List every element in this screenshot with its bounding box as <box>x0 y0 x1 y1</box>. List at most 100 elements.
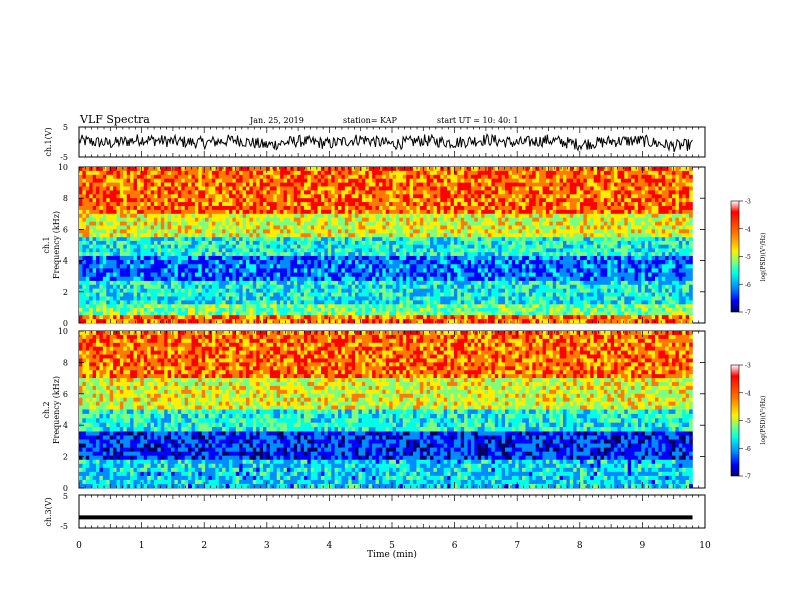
spec-cell <box>235 186 240 191</box>
spec-cell <box>246 260 250 265</box>
spec-cell <box>600 233 605 238</box>
spec-cell <box>559 182 564 187</box>
spec-cell <box>576 252 581 257</box>
spec-cell <box>678 221 683 226</box>
spec-cell <box>447 178 451 183</box>
spec-cell <box>153 194 158 199</box>
spec-cell <box>218 233 223 238</box>
spec-cell <box>113 225 117 230</box>
spec-cell <box>273 229 277 234</box>
spec-cell <box>269 229 274 234</box>
spec-cell <box>201 233 206 238</box>
spec-cell <box>79 268 83 273</box>
spec-cell <box>378 202 383 207</box>
spec-cell <box>123 221 128 226</box>
spec-cell <box>658 217 663 222</box>
spec-cell <box>256 260 260 265</box>
spec-cell <box>205 248 209 253</box>
spec-cell <box>136 174 141 179</box>
spec-cell <box>406 221 410 226</box>
spec-cell <box>426 248 431 253</box>
spec-cell <box>678 194 683 199</box>
spec-cell <box>188 167 192 172</box>
spec-cell <box>157 225 162 230</box>
spec-cell <box>668 170 673 176</box>
spec-cell <box>491 225 496 230</box>
spec-cell <box>303 206 308 211</box>
spec-cell <box>477 217 482 222</box>
spec-cell <box>487 170 492 176</box>
spec-cell <box>413 182 417 187</box>
spec-cell <box>99 264 104 269</box>
spec-cell <box>150 260 155 265</box>
spec-cell <box>447 255 451 261</box>
spec-cell <box>631 186 635 191</box>
spec-cell <box>413 186 417 191</box>
spec-cell <box>92 209 97 215</box>
spec-cell <box>167 206 172 211</box>
spec-cell <box>559 221 564 226</box>
spec-cell <box>96 252 100 257</box>
spec-cell <box>634 194 639 199</box>
spec-cell <box>501 213 506 218</box>
spec-cell <box>211 202 216 207</box>
spec-cell <box>392 198 397 203</box>
spec-cell <box>644 198 649 203</box>
spec-cell <box>440 240 444 245</box>
spec-cell <box>92 240 97 245</box>
spec-cell <box>317 264 322 269</box>
spec-cell <box>351 167 356 172</box>
spec-cell <box>293 244 298 249</box>
spec-cell <box>150 174 155 179</box>
spec-cell <box>678 237 683 242</box>
spec-cell <box>580 186 584 191</box>
spec-cell <box>433 186 438 191</box>
spec-cell <box>143 225 148 230</box>
spec-cell <box>672 209 676 215</box>
spec-cell <box>617 229 622 234</box>
spec-cell <box>191 182 196 187</box>
spec-cell <box>460 206 465 211</box>
spec-cell <box>358 221 363 226</box>
spec-cell <box>654 178 659 183</box>
spec-cell <box>79 213 83 218</box>
spec-cell <box>351 202 356 207</box>
spec-cell <box>365 170 369 176</box>
spec-cell <box>293 233 298 238</box>
spec-cell <box>665 237 669 242</box>
spec-cell <box>487 221 492 226</box>
spec-cell <box>300 190 305 195</box>
spec-cell <box>634 174 639 179</box>
spec-cell <box>467 255 472 261</box>
spec-cell <box>283 268 288 273</box>
spec-cell <box>624 209 629 215</box>
spec-cell <box>474 240 479 245</box>
spec-cell <box>562 213 567 218</box>
spec-cell <box>528 255 533 261</box>
spec-cell <box>96 248 100 253</box>
spec-cell <box>160 260 165 265</box>
spec-cell <box>338 217 342 222</box>
spec-cell <box>675 217 680 222</box>
spec-cell <box>228 174 233 179</box>
spec-cell <box>586 240 591 245</box>
spec-cell <box>603 248 608 253</box>
spec-cell <box>211 221 216 226</box>
spec-cell <box>361 225 366 230</box>
spec-cell <box>211 260 216 265</box>
spec-cell <box>610 186 615 191</box>
spec-cell <box>303 198 308 203</box>
spec-cell <box>338 240 342 245</box>
spec-cell <box>232 229 237 234</box>
spec-cell <box>627 202 632 207</box>
spec-cell <box>620 264 625 269</box>
spec-cell <box>505 252 509 257</box>
spec-cell <box>586 198 591 203</box>
spec-cell <box>610 221 615 226</box>
spec-cell <box>525 264 530 269</box>
spec-cell <box>447 202 451 207</box>
spec-cell <box>528 170 533 176</box>
spec-cell <box>675 221 680 226</box>
spec-cell <box>637 202 642 207</box>
spec-cell <box>181 233 185 238</box>
